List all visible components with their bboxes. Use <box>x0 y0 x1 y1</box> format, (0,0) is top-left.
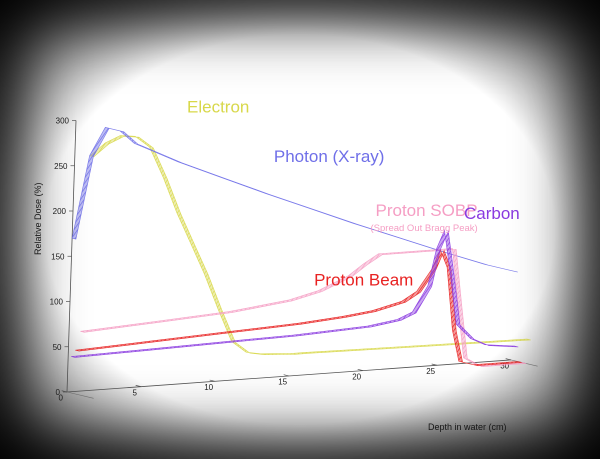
x-tick-label: 10 <box>204 383 213 392</box>
y-tick-label: 50 <box>53 343 62 352</box>
y-tick-label: 0 <box>56 388 61 397</box>
x-tick-mark <box>431 363 438 366</box>
series-label-proton-sobp: Proton SOBP <box>376 201 478 220</box>
axes: 0 50 100 150 200 250 300 0 5 10 15 20 25 30 <box>50 117 538 403</box>
y-tick-label: 200 <box>53 207 67 216</box>
series-label-photon-x-ray-: Photon (X-ray) <box>274 147 385 166</box>
x-tick-label: 0 <box>58 394 63 403</box>
band-electron <box>89 135 531 356</box>
series-labels: Electron Photon (X-ray) Proton Beam Proton … <box>187 98 520 290</box>
y-tick-label: 250 <box>54 162 68 171</box>
y-axis-label: Relative Dose (%) <box>33 182 43 255</box>
x-tick-mark <box>505 358 512 361</box>
x-tick-mark <box>135 385 142 387</box>
x-tick-mark <box>357 368 364 371</box>
x-tick-label: 30 <box>500 362 509 371</box>
x-tick-label: 25 <box>426 367 435 376</box>
dose-curve-bands <box>71 127 531 368</box>
x-tick-label: 5 <box>132 388 137 397</box>
x-tick-label: 15 <box>278 378 287 387</box>
series-subtitle: (Spread Out Bragg Peak) <box>371 223 478 234</box>
x-tick-mark <box>209 379 216 382</box>
x-tick-label: 20 <box>352 372 361 381</box>
y-tick-label: 300 <box>56 117 70 126</box>
series-label-electron: Electron <box>187 98 249 117</box>
x-tick-mark <box>61 390 68 393</box>
x-axis-label: Depth in water (cm) <box>428 422 507 432</box>
series-label-carbon: Carbon <box>464 204 520 223</box>
y-tick-label: 100 <box>50 298 64 307</box>
depth-edge-line <box>66 391 94 399</box>
y-tick-label: 150 <box>51 252 65 261</box>
series-label-proton-beam: Proton Beam <box>314 271 413 290</box>
x-tick-mark <box>283 374 290 377</box>
